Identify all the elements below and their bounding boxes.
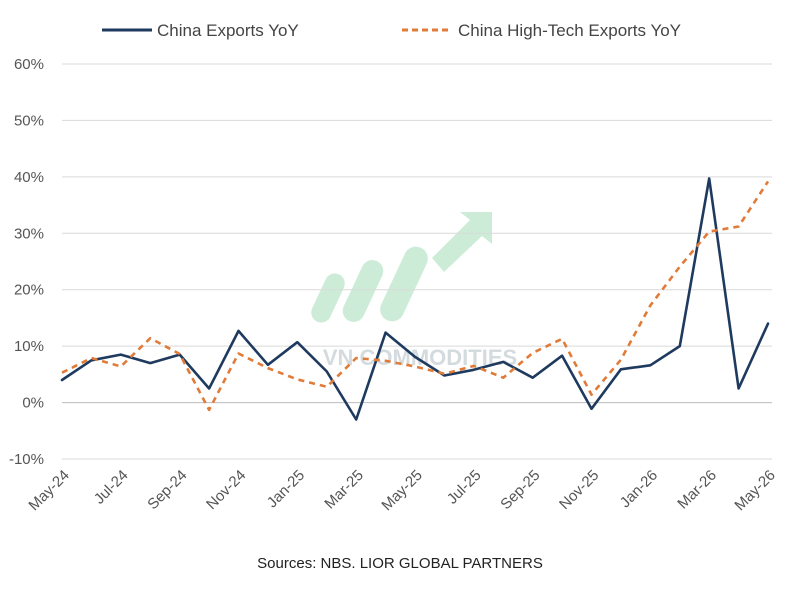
watermark-logo-icon <box>311 212 492 323</box>
y-tick-label: 10% <box>14 338 44 355</box>
x-tick-label: Jul-25 <box>444 467 485 508</box>
y-tick-label: 0% <box>22 395 44 412</box>
x-tick-label: Jul-24 <box>91 467 132 508</box>
x-tick-label: Mar-26 <box>674 467 720 513</box>
y-tick-label: 60% <box>14 56 44 73</box>
source-note: Sources: NBS. LIOR GLOBAL PARTNERS <box>257 555 543 572</box>
x-tick-label: Jan-26 <box>617 467 661 511</box>
series-line-china-exports <box>60 177 770 421</box>
x-tick-label: Mar-25 <box>321 467 367 513</box>
y-tick-label: -10% <box>9 451 44 468</box>
y-tick-label: 30% <box>14 225 44 242</box>
x-tick-label: Nov-25 <box>556 467 602 513</box>
x-tick-label: Sep-25 <box>497 467 543 513</box>
legend-item-china-high-tech-exports: China High-Tech Exports YoY <box>402 21 681 40</box>
x-tick-label: May-24 <box>25 467 72 514</box>
x-tick-label: Nov-24 <box>203 467 249 513</box>
x-tick-label: May-26 <box>731 467 778 514</box>
legend-label-china-exports: China Exports YoY <box>157 21 299 40</box>
series-line-china-high-tech-exports <box>61 180 770 412</box>
x-tick-label: Sep-24 <box>144 467 190 513</box>
x-tick-label: Jan-25 <box>264 467 308 511</box>
x-tick-label: May-25 <box>378 467 425 514</box>
y-tick-label: 20% <box>14 282 44 299</box>
y-tick-label: 40% <box>14 169 44 186</box>
legend-label-china-high-tech-exports: China High-Tech Exports YoY <box>458 21 681 40</box>
y-tick-label: 50% <box>14 112 44 129</box>
legend-item-china-exports: China Exports YoY <box>102 21 299 40</box>
